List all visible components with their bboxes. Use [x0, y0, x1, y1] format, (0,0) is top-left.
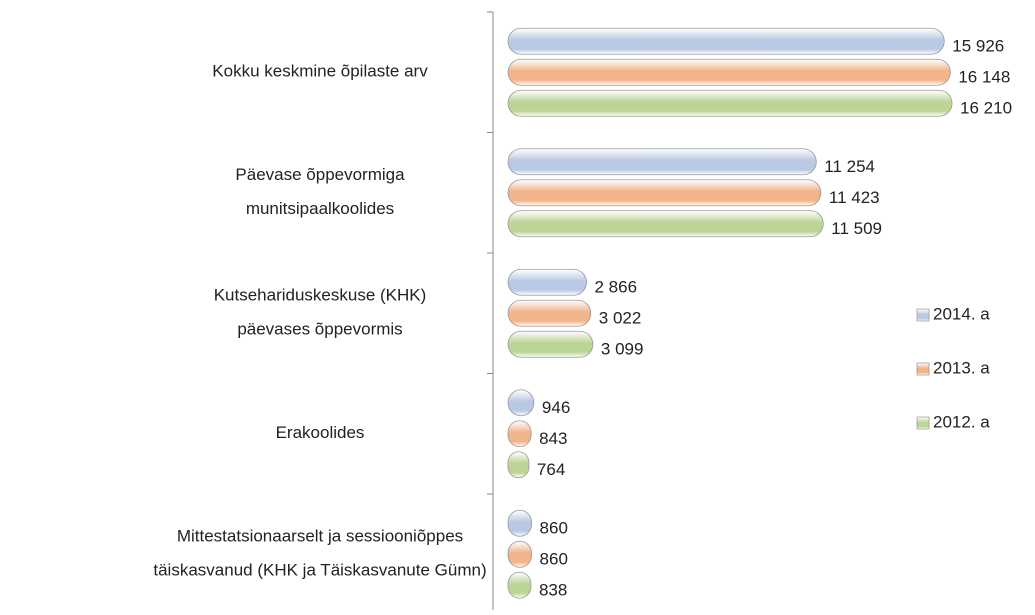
bar — [507, 89, 953, 117]
bar — [507, 540, 532, 568]
bar — [507, 210, 824, 238]
bar — [507, 509, 532, 537]
category-label: Kutsehariduskeskuse (KHK) päevases õppevo… — [214, 286, 427, 339]
bar — [507, 27, 945, 55]
legend-swatch — [916, 416, 930, 430]
bar — [507, 148, 817, 176]
bar — [507, 420, 532, 448]
category-label: Erakoolides — [276, 423, 365, 442]
value-label: 3 099 — [601, 340, 644, 359]
category-label: Päevase õppevormiga munitsipaalkoolides — [235, 165, 405, 218]
value-label: 16 148 — [958, 68, 1010, 87]
value-label: 2 866 — [595, 278, 638, 297]
bar — [507, 451, 530, 479]
value-label: 860 — [540, 519, 568, 538]
value-label: 16 210 — [960, 99, 1012, 118]
bar — [507, 179, 822, 207]
legend-label: 2013. a — [933, 358, 990, 377]
value-label: 11 254 — [824, 157, 875, 176]
bar — [507, 571, 532, 599]
value-label: 860 — [540, 550, 568, 569]
bar — [507, 330, 594, 358]
value-label: 15 926 — [952, 37, 1004, 56]
bar — [507, 58, 951, 86]
value-label: 11 423 — [829, 188, 880, 207]
legend-swatch — [916, 308, 930, 322]
bar — [507, 299, 592, 327]
value-label: 764 — [537, 460, 565, 479]
legend-swatch — [916, 362, 930, 376]
value-label: 838 — [539, 581, 567, 600]
category-label: Mittestatsionaarselt ja sessiooniõppes tä… — [153, 527, 486, 580]
value-label: 3 022 — [599, 309, 642, 328]
bar — [507, 268, 587, 296]
bar — [507, 389, 535, 417]
legend-label: 2012. a — [933, 412, 990, 431]
value-label: 843 — [539, 429, 567, 448]
value-label: 11 509 — [831, 219, 882, 238]
category-label: Kokku keskmine õpilaste arv — [212, 62, 428, 81]
value-label: 946 — [542, 398, 570, 417]
legend-label: 2014. a — [933, 304, 990, 323]
